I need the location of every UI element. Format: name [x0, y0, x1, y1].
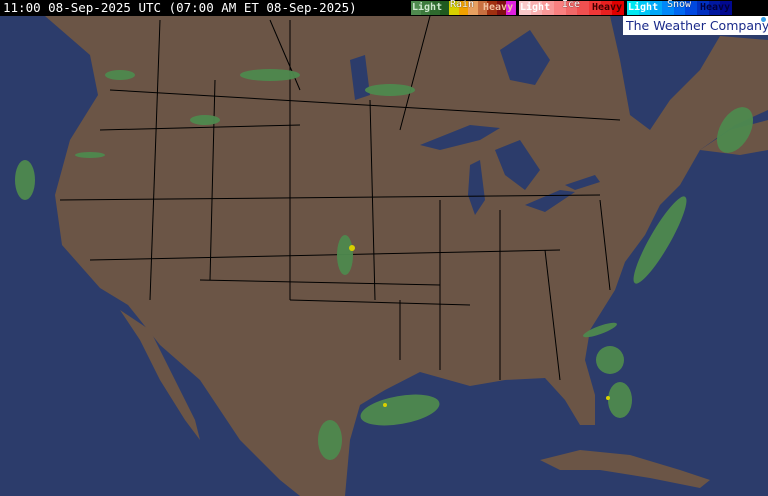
- timestamp-title: 11:00 08-Sep-2025 UTC (07:00 AM ET 08-Se…: [3, 0, 357, 15]
- snow-legend-swatch: [673, 1, 686, 15]
- north-america-land: [45, 16, 768, 496]
- ice-light-label: Light: [520, 2, 551, 13]
- snow-heavy-label: Heavy: [700, 2, 731, 13]
- snow-legend-swatch: [638, 1, 651, 15]
- snow-legend-swatch: [685, 1, 697, 15]
- snow-legend-swatch: [661, 1, 674, 15]
- great-lakes: [350, 30, 600, 215]
- state-borders: [59, 15, 621, 381]
- rain-light-label: Light: [412, 2, 443, 13]
- ice-legend-swatch: [577, 1, 589, 15]
- ice-legend-swatch: [542, 1, 554, 15]
- rain-label: Rain: [450, 0, 475, 10]
- rain-legend-swatch: [449, 1, 459, 15]
- snow-legend-swatch: [627, 1, 639, 15]
- ice-legend-swatch: [530, 1, 543, 15]
- snow-legend-swatch: [720, 1, 732, 15]
- cuba: [540, 450, 710, 488]
- rain-legend-swatch: [468, 1, 478, 15]
- rain-legend-swatch: [420, 1, 431, 15]
- ice-legend-swatch: [588, 1, 601, 15]
- snow-legend: [627, 1, 732, 15]
- rain-legend-swatch: [430, 1, 440, 15]
- baja-peninsula: [120, 310, 200, 440]
- snow-legend-swatch: [708, 1, 721, 15]
- ice-legend-swatch: [565, 1, 578, 15]
- rain-legend-swatch: [411, 1, 421, 15]
- rain-legend: [411, 1, 516, 15]
- snow-legend-swatch: [696, 1, 709, 15]
- snow-legend-swatch: [650, 1, 662, 15]
- rain-legend-swatch: [487, 1, 497, 15]
- radar-echoes: [15, 69, 754, 460]
- ice-legend-swatch: [600, 1, 613, 15]
- rain-heavy-label: Heavy: [483, 2, 514, 13]
- rain-legend-swatch: [506, 1, 516, 15]
- snow-light-label: Light: [628, 2, 659, 13]
- ice-legend-swatch: [553, 1, 566, 15]
- weather-company-logo: The Weather Company: [623, 16, 768, 35]
- rain-legend-swatch: [477, 1, 488, 15]
- ice-legend: [519, 1, 624, 15]
- ice-heavy-label: Heavy: [592, 2, 623, 13]
- logo-text: The Weather Company: [626, 18, 768, 33]
- ice-legend-swatch: [612, 1, 624, 15]
- snow-label: Snow: [667, 0, 692, 10]
- rain-legend-swatch: [496, 1, 507, 15]
- radar-heavy-echoes: [349, 245, 610, 407]
- rain-legend-swatch: [458, 1, 469, 15]
- logo-dot-icon: [761, 17, 766, 22]
- rain-legend-swatch: [439, 1, 450, 15]
- ice-label: Ice: [562, 0, 581, 10]
- ice-legend-swatch: [519, 1, 531, 15]
